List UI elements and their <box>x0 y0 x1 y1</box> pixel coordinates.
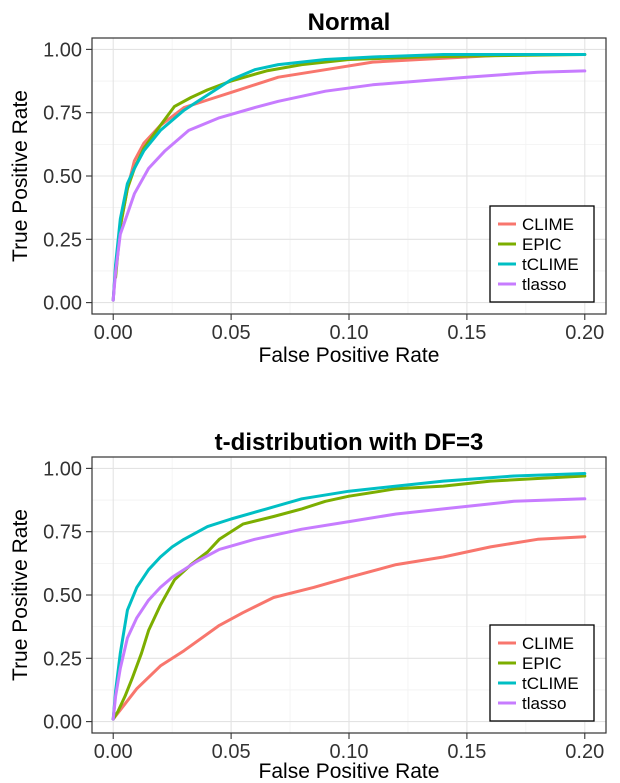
legend-label-tlasso: tlasso <box>522 694 566 713</box>
series-line-tlasso <box>111 69 587 302</box>
x-tick-label: 0.20 <box>565 741 604 763</box>
legend-label-epic: EPIC <box>522 654 562 673</box>
y-tick-label: 0.00 <box>43 293 82 315</box>
x-tick-label: 0.05 <box>212 741 251 763</box>
x-axis-title: False Positive Rate <box>259 344 440 367</box>
y-tick-label: 0.25 <box>43 648 82 670</box>
legend-box <box>489 624 595 722</box>
legend-label-tclime: tCLIME <box>522 674 579 693</box>
series-line-tlasso <box>111 497 587 721</box>
series-line-tclime <box>111 53 587 302</box>
x-tick-label: 0.10 <box>330 741 369 763</box>
legend-label-epic: EPIC <box>522 235 562 254</box>
y-tick-label: 1.00 <box>43 39 82 61</box>
x-tick-label: 0.15 <box>447 741 486 763</box>
y-tick-label: 1.00 <box>43 458 82 480</box>
legend-box <box>489 205 595 303</box>
y-axis-title: True Positive Rate <box>9 90 32 262</box>
chart-panel-2: 0.00 0.05 0.10 0.15 0.20 0.00 0.25 0.50 0.75 1.00… <box>9 429 607 783</box>
legend-label-clime: CLIME <box>522 634 574 653</box>
x-tick-label: 0.00 <box>94 741 133 763</box>
y-axis-title: True Positive Rate <box>9 509 32 681</box>
y-tick-label: 0.00 <box>43 712 82 734</box>
x-tick-label: 0.20 <box>565 322 604 344</box>
y-tick-label: 0.50 <box>43 166 82 188</box>
chart-title: Normal <box>308 9 391 36</box>
series-line-clime <box>111 535 587 721</box>
chart-panel-1: 0.00 0.05 0.10 0.15 0.20 0.00 0.25 0.50 0.75 1.00… <box>9 9 607 367</box>
chart-title: t-distribution with DF=3 <box>215 429 484 456</box>
y-tick-label: 0.75 <box>43 522 82 544</box>
x-tick-label: 0.10 <box>330 322 369 344</box>
x-axis-title: False Positive Rate <box>259 760 440 783</box>
y-tick-label: 0.25 <box>43 229 82 251</box>
y-tick-label: 0.50 <box>43 585 82 607</box>
legend-label-tclime: tCLIME <box>522 255 579 274</box>
series-line-tclime <box>111 472 587 721</box>
y-tick-label: 0.75 <box>43 103 82 125</box>
legend-label-clime: CLIME <box>522 215 574 234</box>
x-tick-label: 0.00 <box>94 322 133 344</box>
series-line-epic <box>111 474 587 721</box>
legend-label-tlasso: tlasso <box>522 275 566 294</box>
x-tick-label: 0.05 <box>212 322 251 344</box>
x-tick-label: 0.15 <box>447 322 486 344</box>
